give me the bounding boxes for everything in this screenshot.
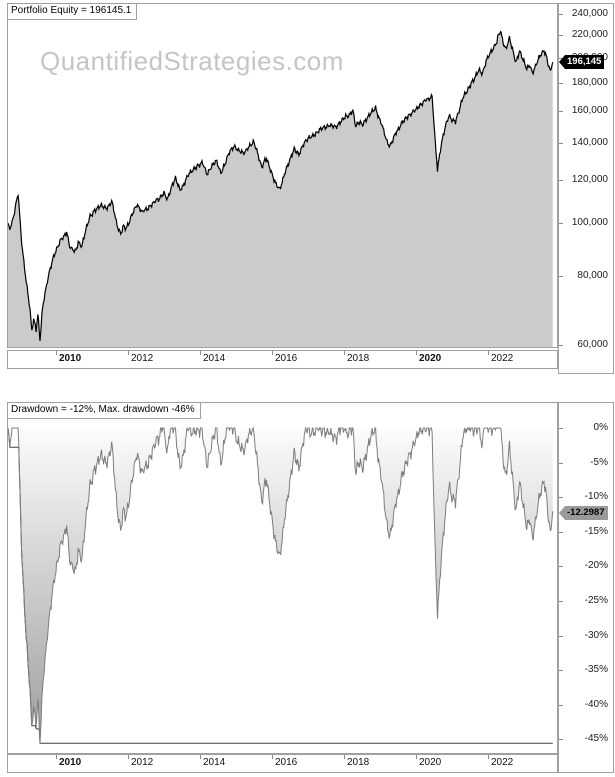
y-tick-label: 0% <box>593 422 608 433</box>
y-tick-label: 120,000 <box>571 174 608 185</box>
x-tick-label: 2018 <box>347 353 370 364</box>
y-tick-mark <box>559 739 563 740</box>
x-tick-label: 2012 <box>131 757 154 768</box>
y-tick-mark <box>559 111 563 112</box>
x-tick-label: 2022 <box>491 353 514 364</box>
y-tick-label: -35% <box>584 664 608 675</box>
x-tick-mark <box>200 755 201 759</box>
x-tick-label: 2016 <box>275 353 298 364</box>
y-tick-mark <box>559 83 563 84</box>
x-tick-mark <box>488 755 489 759</box>
drawdown-current-value: -12.2987 <box>565 506 608 520</box>
drawdown-chart-panel: Drawdown = -12%, Max. drawdown -46% <box>7 402 558 754</box>
equity-line-path <box>8 30 554 341</box>
drawdown-chart-plot-area[interactable] <box>8 403 557 753</box>
y-tick-mark <box>559 180 563 181</box>
y-tick-label: -45% <box>584 733 608 744</box>
y-tick-mark <box>559 601 563 602</box>
y-tick-label: 140,000 <box>571 137 608 148</box>
y-tick-mark <box>559 345 563 346</box>
drawdown-line-path <box>8 426 554 744</box>
y-tick-mark <box>559 497 563 498</box>
y-tick-label: 220,000 <box>571 29 608 40</box>
x-tick-label: 2014 <box>203 353 226 364</box>
x-tick-mark <box>56 755 57 759</box>
label-arrow-left-icon <box>559 506 565 520</box>
y-tick-mark <box>559 636 563 637</box>
y-tick-label: -5% <box>590 457 608 468</box>
y-tick-mark <box>559 276 563 277</box>
y-tick-label: -15% <box>584 526 608 537</box>
x-tick-mark <box>272 351 273 355</box>
x-tick-mark <box>488 351 489 355</box>
y-tick-mark <box>559 14 563 15</box>
y-tick-label: 160,000 <box>571 105 608 116</box>
y-tick-mark <box>559 705 563 706</box>
y-tick-mark <box>559 35 563 36</box>
x-tick-label: 2010 <box>59 353 82 364</box>
drawdown-fill-area <box>8 428 553 744</box>
y-tick-label: -40% <box>584 699 608 710</box>
y-tick-mark <box>559 143 563 144</box>
y-tick-label: -30% <box>584 630 608 641</box>
x-tick-label: 2012 <box>131 353 154 364</box>
x-tick-mark <box>344 351 345 355</box>
equity-last-value-label: 196,145 <box>559 55 605 69</box>
y-tick-mark <box>559 428 563 429</box>
y-tick-mark <box>559 223 563 224</box>
y-tick-mark <box>559 566 563 567</box>
watermark: QuantifiedStrategies.com <box>40 46 344 76</box>
x-tick-label: 2020 <box>419 353 442 364</box>
drawdown-x-axis: 2010 2012 2014 2016 2018 2020 2022 <box>7 754 558 773</box>
y-tick-mark <box>559 463 563 464</box>
equity-fill-area <box>8 31 553 347</box>
y-tick-label: 180,000 <box>571 77 608 88</box>
y-tick-label: -20% <box>584 560 608 571</box>
y-tick-label: -10% <box>584 491 608 502</box>
x-tick-mark <box>416 755 417 759</box>
y-tick-mark <box>559 670 563 671</box>
y-tick-label: 240,000 <box>571 8 608 19</box>
x-tick-label: 2020 <box>419 757 442 768</box>
x-tick-mark <box>200 351 201 355</box>
x-tick-label: 2018 <box>347 757 370 768</box>
max-drawdown-step-line <box>8 427 553 744</box>
equity-title-box: Portfolio Equity = 196145.1 <box>8 4 138 20</box>
x-tick-mark <box>56 351 57 355</box>
x-tick-mark <box>128 755 129 759</box>
equity-last-value: 196,145 <box>565 55 605 69</box>
drawdown-y-axis: -12.2987 0% -5% -10% -15% -20% -25% -30% -35% -4… <box>558 402 614 773</box>
equity-x-axis: 2010 2012 2014 2016 2018 2020 2022 <box>7 350 558 369</box>
drawdown-current-value-label: -12.2987 <box>559 506 608 520</box>
y-tick-label: 100,000 <box>571 217 608 228</box>
x-tick-mark <box>272 755 273 759</box>
equity-chart-plot-area[interactable] <box>8 4 557 347</box>
drawdown-title-box: Drawdown = -12%, Max. drawdown -46% <box>8 403 201 419</box>
y-tick-label: 60,000 <box>577 339 608 350</box>
y-tick-label: 80,000 <box>577 270 608 281</box>
label-arrow-left-icon <box>559 55 565 69</box>
x-tick-mark <box>416 351 417 355</box>
y-tick-mark <box>559 532 563 533</box>
x-tick-label: 2014 <box>203 757 226 768</box>
x-tick-label: 2022 <box>491 757 514 768</box>
y-tick-label: -25% <box>584 595 608 606</box>
equity-chart-panel: QuantifiedStrategies.com Portfolio Equit… <box>7 3 558 348</box>
x-tick-mark <box>128 351 129 355</box>
x-tick-label: 2016 <box>275 757 298 768</box>
x-tick-label: 2010 <box>59 757 82 768</box>
x-tick-mark <box>344 755 345 759</box>
equity-y-axis: 196,145 240,000220,000200,000180,000160,… <box>558 3 614 374</box>
